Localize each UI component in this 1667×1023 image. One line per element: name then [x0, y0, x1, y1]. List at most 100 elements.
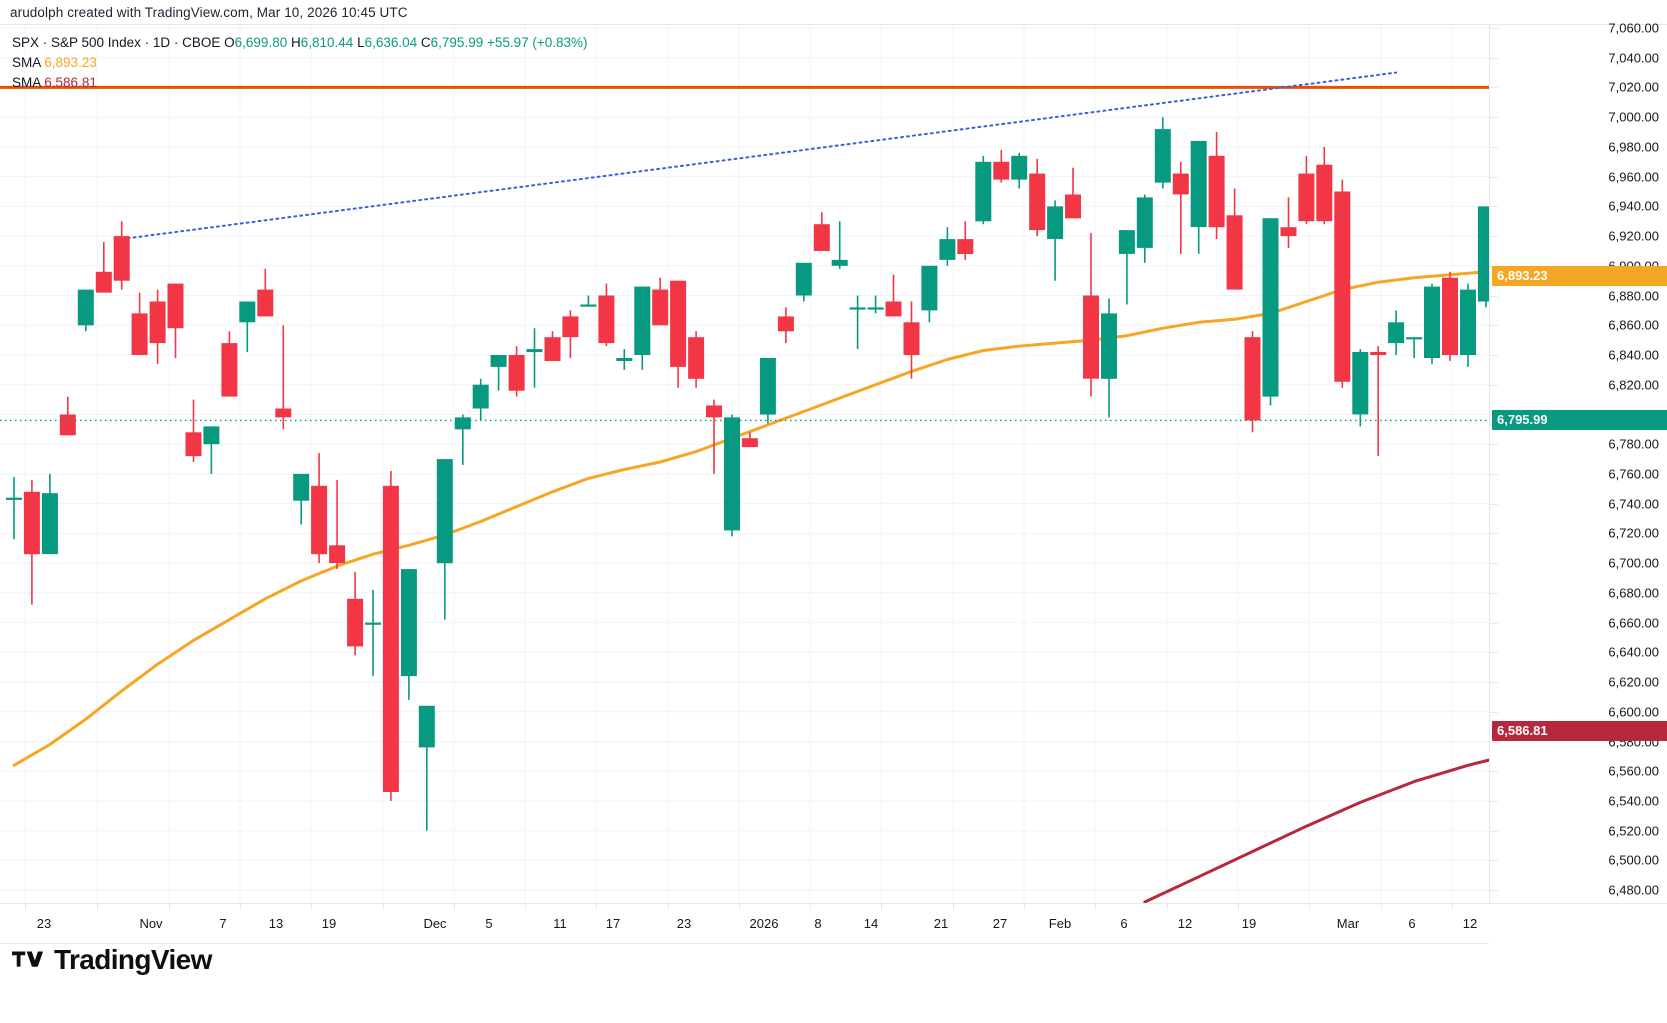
price-tick-mark	[1490, 830, 1498, 832]
time-tick-mark	[383, 904, 384, 910]
sma-fast-price-badge[interactable]: 6,893.23	[1492, 265, 1667, 286]
price-axis[interactable]: 7,060.00 7,040.00 7,020.00 7,000.00 6,980.00…	[1489, 20, 1667, 904]
time-tick-mark	[25, 904, 26, 910]
price-tick-label: 6,520.00	[1608, 823, 1659, 839]
time-tick-mark	[668, 904, 669, 910]
tradingview-wordmark: TradingView	[54, 944, 212, 975]
price-tick-mark	[1490, 890, 1498, 892]
legend-indicator-sma-fast[interactable]: SMA 6,893.23	[12, 53, 588, 72]
time-tick-mark	[240, 904, 241, 910]
ohlc-change-value: +55.97 (+0.83%)	[486, 35, 588, 50]
tradingview-logo: TradingView	[12, 944, 212, 976]
time-tick-label: 12	[1462, 916, 1478, 931]
tradingview-mark-icon	[12, 951, 44, 967]
chart-canvas	[0, 25, 1489, 903]
time-tick-label: 7	[219, 916, 227, 931]
price-tick-mark	[1490, 771, 1498, 773]
price-tick-mark	[1490, 87, 1498, 89]
time-tick-label: Mar	[1336, 916, 1360, 931]
time-tick-label: 12	[1177, 916, 1193, 931]
sma-fast-value: 6,893.23	[44, 55, 97, 70]
time-tick-label: Nov	[139, 916, 163, 931]
price-tick-label: 6,500.00	[1608, 852, 1659, 868]
legend-sep-1: ·	[39, 35, 52, 50]
sma-fast-label: SMA	[12, 55, 41, 70]
legend-symbol-row[interactable]: SPX · S&P 500 Index · 1D · CBOE O6,699.8…	[12, 33, 588, 52]
time-tick-mark	[454, 904, 455, 910]
legend-sep-3: ·	[170, 35, 183, 50]
price-tick-label: 6,820.00	[1608, 377, 1659, 393]
price-tick-mark	[1490, 384, 1498, 386]
price-tick-label: 6,540.00	[1608, 793, 1659, 809]
price-tick-label: 6,980.00	[1608, 139, 1659, 155]
price-tick-label: 6,860.00	[1608, 317, 1659, 333]
price-tick-label: 6,920.00	[1608, 228, 1659, 244]
ohlc-high-label: H	[290, 35, 301, 50]
attribution-text: arudolph created with TradingView.com, M…	[10, 5, 408, 20]
time-tick-mark	[881, 904, 882, 910]
price-tick-mark	[1490, 295, 1498, 297]
price-tick-mark	[1490, 741, 1498, 743]
time-tick-label: 2026	[749, 916, 779, 931]
time-tick-mark	[1309, 904, 1310, 910]
price-tick-mark	[1490, 206, 1498, 208]
price-tick-label: 6,700.00	[1608, 555, 1659, 571]
ohlc-open-label: O	[224, 35, 235, 50]
time-tick-mark	[739, 904, 740, 910]
time-tick-label: 11	[553, 916, 567, 931]
price-tick-label: 6,760.00	[1608, 466, 1659, 482]
time-tick-mark	[1238, 904, 1239, 910]
time-tick-mark	[97, 904, 98, 910]
time-tick-mark	[953, 904, 954, 910]
time-tick-mark	[525, 904, 526, 910]
price-tick-mark	[1490, 28, 1498, 29]
price-tick-label: 7,000.00	[1608, 109, 1659, 125]
price-tick-mark	[1490, 711, 1498, 713]
legend-symbol[interactable]: SPX	[12, 35, 40, 50]
ohlc-open-value: 6,699.80	[234, 35, 288, 50]
ohlc-close-value: 6,795.99	[430, 35, 484, 50]
price-tick-mark	[1490, 57, 1498, 59]
price-tick-label: 6,560.00	[1608, 763, 1659, 779]
time-tick-label: 14	[863, 916, 879, 931]
price-tick-mark	[1490, 860, 1498, 862]
price-tick-mark	[1490, 236, 1498, 238]
last-price-badge[interactable]: 6,795.99	[1492, 410, 1667, 431]
time-tick-mark	[311, 904, 312, 910]
price-tick-label: 7,020.00	[1608, 79, 1659, 95]
time-tick-mark	[596, 904, 597, 910]
time-tick-mark	[1167, 904, 1168, 910]
chart-plot-area[interactable]: SPX · S&P 500 Index · 1D · CBOE O6,699.8…	[0, 24, 1489, 904]
price-tick-mark	[1490, 563, 1498, 565]
price-tick-label: 6,780.00	[1608, 436, 1659, 452]
price-tick-label: 6,600.00	[1608, 704, 1659, 720]
time-tick-label: Dec	[423, 916, 447, 931]
legend-interval[interactable]: 1D	[152, 35, 171, 50]
time-tick-mark	[1452, 904, 1453, 910]
price-tick-label: 6,840.00	[1608, 347, 1659, 363]
price-tick-label: 6,720.00	[1608, 525, 1659, 541]
time-tick-label: 19	[1241, 916, 1257, 931]
chart-frame: SPX · S&P 500 Index · 1D · CBOE O6,699.8…	[0, 20, 1667, 944]
price-tick-label: 6,640.00	[1608, 644, 1659, 660]
time-tick-label: 27	[992, 916, 1008, 931]
legend-description: S&P 500 Index	[51, 35, 141, 50]
price-tick-mark	[1490, 652, 1498, 654]
legend-indicator-sma-slow[interactable]: SMA 6,586.81	[12, 73, 588, 92]
sma-slow-price-badge[interactable]: 6,586.81	[1492, 721, 1667, 742]
price-tick-label: 6,680.00	[1608, 585, 1659, 601]
price-tick-mark	[1490, 682, 1498, 683]
legend-sep-2: ·	[140, 35, 153, 50]
time-tick-label: 6	[1120, 916, 1128, 931]
time-tick-label: 13	[268, 916, 284, 931]
price-tick-mark	[1490, 800, 1498, 802]
sma-slow-label: SMA	[12, 75, 41, 90]
price-tick-mark	[1490, 592, 1498, 594]
time-tick-label: 6	[1408, 916, 1416, 931]
price-tick-label: 6,940.00	[1608, 198, 1659, 214]
price-tick-label: 7,060.00	[1608, 20, 1659, 36]
price-tick-label: 6,480.00	[1608, 882, 1659, 898]
time-axis[interactable]: 23 Nov 7 13 19 Dec 5 11 17 23 2026 8 14 21 27 Feb 6 12 19 M…	[0, 904, 1489, 944]
price-tick-mark	[1490, 473, 1498, 475]
price-tick-mark	[1490, 117, 1498, 119]
